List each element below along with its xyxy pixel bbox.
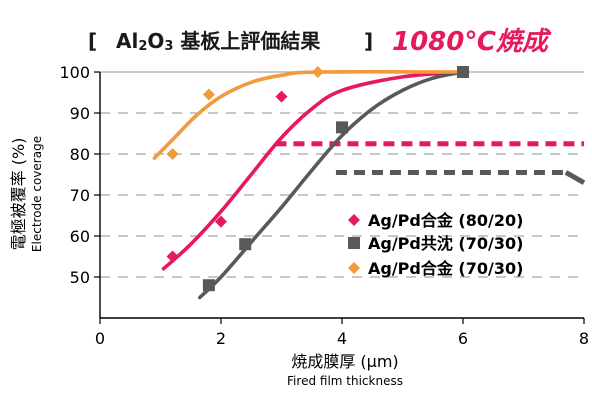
title-chemical-formula: Al2O3 基板上評価結果 <box>116 29 320 54</box>
legend-marker-agpd-coprecip-70-30 <box>348 237 360 249</box>
x-tick-label-6: 6 <box>458 329 468 348</box>
title-bracket-close: ] <box>364 29 373 53</box>
fit-curve-agpd-coprecip-70-30 <box>198 70 465 300</box>
fit-curve-agpd-80-20 <box>161 70 465 271</box>
y-axis-title: 電極被覆率 (%) Electrode coverage <box>9 136 44 252</box>
y-tick-label-90: 90 <box>70 104 90 123</box>
y-tick-label-100: 100 <box>59 63 90 82</box>
legend-item-agpd-coprecip-70-30: Ag/Pd共沈 (70/30) <box>348 234 523 253</box>
y-tick-label-50: 50 <box>70 268 90 287</box>
point-agpd-coprecip-70-30-3 <box>457 66 469 78</box>
title-sub-2: 2 <box>138 39 147 54</box>
plateau-lines <box>275 141 586 185</box>
point-agpd-80-20-0 <box>166 250 179 263</box>
point-agpd-70-30-0 <box>166 148 179 160</box>
point-agpd-70-30-1 <box>202 88 215 101</box>
tick-labels: 100 90 80 70 60 50 0 2 4 6 8 <box>59 63 589 348</box>
point-agpd-coprecip-70-30-2 <box>336 121 348 134</box>
x-axis-title: 焼成膜厚 (μm) Fired film thickness <box>287 352 403 388</box>
y-axis-label-en: Electrode coverage <box>30 136 44 252</box>
point-agpd-80-20-2 <box>275 90 288 103</box>
title-condition: 1080℃焼成 <box>392 27 552 57</box>
point-agpd-coprecip-70-30-0 <box>202 279 215 292</box>
axes <box>94 71 585 324</box>
title-o: O <box>147 29 164 53</box>
title-bracket-open: [ <box>88 29 97 53</box>
title-japanese: 基板上評価結果 <box>173 29 320 53</box>
fit-curve-agpd-70-30 <box>152 69 465 160</box>
plateau-tail-agpd-coprecip-70-30 <box>564 170 586 185</box>
point-agpd-70-30-2 <box>311 66 324 78</box>
x-tick-label-8: 8 <box>579 329 589 348</box>
legend-label-agpd-80-20: Ag/Pd合金 (80/20) <box>368 211 523 230</box>
legend: Ag/Pd合金 (80/20) Ag/Pd共沈 (70/30) Ag/Pd合金 … <box>348 211 523 278</box>
title-al: Al <box>116 29 138 53</box>
x-tick-label-4: 4 <box>337 329 347 348</box>
x-axis-label: 焼成膜厚 (μm) <box>291 352 398 371</box>
x-tick-label-0: 0 <box>95 329 105 348</box>
legend-label-agpd-70-30: Ag/Pd合金 (70/30) <box>368 259 523 278</box>
legend-marker-agpd-80-20 <box>348 214 360 226</box>
data-points <box>166 66 469 292</box>
point-agpd-coprecip-70-30-1 <box>239 238 252 251</box>
x-tick-label-2: 2 <box>216 329 226 348</box>
legend-item-agpd-80-20: Ag/Pd合金 (80/20) <box>348 211 523 230</box>
legend-marker-agpd-70-30 <box>348 262 360 274</box>
grid-lines <box>100 71 584 278</box>
legend-label-agpd-coprecip-70-30: Ag/Pd共沈 (70/30) <box>368 234 523 253</box>
x-axis-label-en: Fired film thickness <box>287 374 403 388</box>
fit-curves <box>152 69 465 300</box>
title-sub-3: 3 <box>164 39 173 54</box>
point-agpd-80-20-1 <box>215 215 227 228</box>
y-tick-label-70: 70 <box>70 186 90 205</box>
y-axis-label: 電極被覆率 (%) <box>9 138 28 251</box>
legend-item-agpd-70-30: Ag/Pd合金 (70/30) <box>348 259 523 278</box>
y-tick-label-60: 60 <box>70 227 90 246</box>
y-tick-label-80: 80 <box>70 145 90 164</box>
chart-title: [ Al2O3 基板上評価結果 ] 1080℃焼成 <box>88 27 552 57</box>
